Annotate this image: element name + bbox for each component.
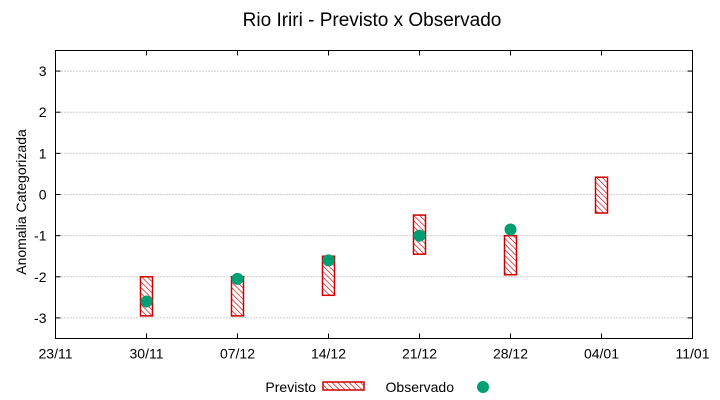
y-tick-label: -1 xyxy=(34,228,47,244)
y-tick-label: 3 xyxy=(39,63,47,79)
plot-border xyxy=(55,50,693,339)
x-tick-label: 30/11 xyxy=(130,346,164,362)
observado-point xyxy=(504,223,517,236)
y-tick-label: -3 xyxy=(34,310,47,326)
y-tick-labels: 3 2 1 0 -1 -2 -3 xyxy=(34,63,47,326)
x-tick-labels: 23/11 30/11 07/12 14/12 21/12 28/12 04/01 11/01 xyxy=(39,346,710,362)
grid xyxy=(55,70,693,319)
legend-swatch-previsto xyxy=(322,381,365,391)
y-tick-label: 1 xyxy=(39,145,47,161)
x-tick-label: 07/12 xyxy=(220,346,255,362)
observado-point xyxy=(322,254,335,267)
previsto-series xyxy=(139,176,609,317)
x-tick-label: 14/12 xyxy=(311,346,346,362)
legend-label-observado: Observado xyxy=(386,379,455,395)
x-tick-label: 23/11 xyxy=(39,346,73,362)
previsto-bar xyxy=(503,234,518,276)
legend-label-previsto: Previsto xyxy=(265,379,316,395)
observado-point xyxy=(413,229,426,242)
y-tick-label: 0 xyxy=(39,187,47,203)
chart-title: Rio Iriri - Previsto x Observado xyxy=(243,10,502,31)
legend-marker-observado xyxy=(477,381,489,393)
x-tick-label: 11/01 xyxy=(676,346,710,362)
observado-point xyxy=(140,295,153,308)
x-tick-label: 04/01 xyxy=(584,346,619,362)
y-axis-label: Anomalia Categorizada xyxy=(13,129,29,275)
previsto-bar xyxy=(594,176,609,214)
y-tick-label: 2 xyxy=(39,104,47,120)
x-tick-label: 28/12 xyxy=(493,346,528,362)
y-tick-label: -2 xyxy=(34,269,47,285)
observado-series xyxy=(140,223,517,308)
x-tick-label: 21/12 xyxy=(402,346,437,362)
observado-point xyxy=(231,272,244,285)
legend: Previsto Observado xyxy=(265,379,489,395)
